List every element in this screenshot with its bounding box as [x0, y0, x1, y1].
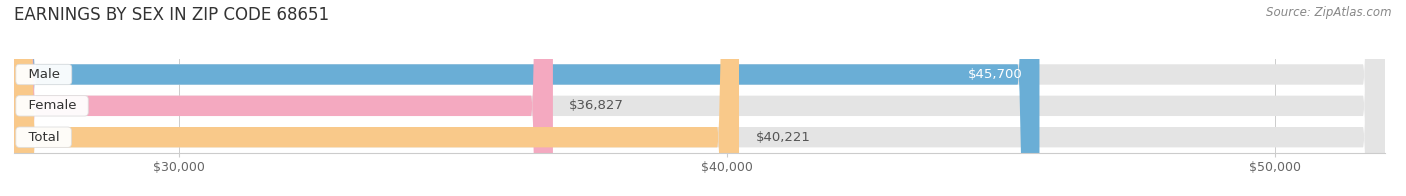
FancyBboxPatch shape	[14, 0, 1039, 196]
Text: EARNINGS BY SEX IN ZIP CODE 68651: EARNINGS BY SEX IN ZIP CODE 68651	[14, 6, 329, 24]
Text: $36,827: $36,827	[569, 99, 624, 112]
Text: Total: Total	[20, 131, 67, 144]
Text: Source: ZipAtlas.com: Source: ZipAtlas.com	[1267, 6, 1392, 19]
FancyBboxPatch shape	[14, 0, 1385, 196]
FancyBboxPatch shape	[14, 0, 1385, 196]
Text: $40,221: $40,221	[755, 131, 810, 144]
FancyBboxPatch shape	[14, 0, 740, 196]
FancyBboxPatch shape	[14, 0, 1385, 196]
FancyBboxPatch shape	[14, 0, 553, 196]
Text: Male: Male	[20, 68, 67, 81]
Text: $45,700: $45,700	[969, 68, 1024, 81]
Text: Female: Female	[20, 99, 84, 112]
